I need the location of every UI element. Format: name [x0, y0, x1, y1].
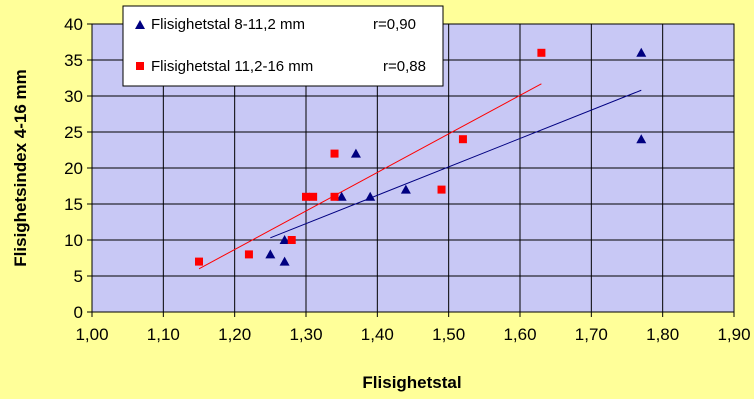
y-axis-ticks: 0 5 10 15 20 25 30 35 40 [64, 15, 92, 322]
legend-marker-series-1 [135, 20, 145, 29]
point-series-2 [458, 135, 467, 144]
y-tick-label: 30 [64, 87, 83, 106]
point-series-1 [279, 256, 290, 266]
x-tick-label: 1,70 [575, 325, 608, 344]
point-series-1 [365, 191, 376, 201]
x-tick-label: 1,00 [75, 325, 108, 344]
point-series-1 [400, 184, 411, 194]
y-tick-label: 0 [74, 303, 83, 322]
point-series-2 [195, 257, 203, 266]
legend-label-series-2: Flisighetstal 11,2-16 mm [151, 58, 313, 75]
x-tick-label: 1,90 [717, 325, 750, 344]
legend-marker-series-2 [136, 62, 144, 70]
trendlines [198, 83, 642, 270]
point-series-1 [279, 235, 290, 244]
x-tick-label: 1,40 [361, 325, 394, 344]
x-tick-label: 1,20 [218, 325, 251, 344]
point-series-2 [437, 185, 446, 194]
point-series-2 [309, 192, 318, 201]
point-series-1 [265, 249, 276, 259]
x-tick-label: 1,30 [289, 325, 322, 344]
x-tick-label: 1,80 [646, 325, 679, 344]
y-tick-label: 20 [64, 159, 83, 178]
point-series-2 [537, 48, 546, 57]
x-axis-ticks: 1,00 1,10 1,20 1,30 1,40 1,50 1,60 1,70 1,80 1,90 [75, 312, 751, 344]
point-series-1 [350, 148, 361, 158]
y-tick-label: 5 [74, 267, 83, 286]
x-tick-label: 1,10 [147, 325, 180, 344]
point-series-1 [336, 191, 347, 201]
point-series-2 [330, 149, 339, 158]
y-tick-label: 40 [64, 15, 83, 34]
point-series-1 [636, 47, 647, 57]
trendline-series-2 [198, 83, 542, 270]
y-tick-label: 15 [64, 195, 83, 214]
y-tick-label: 10 [64, 231, 83, 250]
point-series-2 [330, 192, 339, 201]
point-series-2 [302, 192, 310, 201]
x-tick-label: 1,50 [432, 325, 465, 344]
y-tick-label: 25 [64, 123, 83, 142]
point-series-2 [287, 236, 296, 244]
trendline-series-1 [270, 89, 642, 239]
legend-r-series-2: r=0,88 [383, 58, 426, 75]
y-tick-label: 35 [64, 51, 83, 70]
data-points [195, 47, 647, 266]
legend-r-series-1: r=0,90 [373, 16, 416, 33]
point-series-1 [636, 134, 647, 144]
x-axis-title: Flisighetstal [362, 373, 461, 392]
y-axis-title: Flisighetsindex 4-16 mm [11, 69, 30, 266]
x-tick-label: 1,60 [503, 325, 536, 344]
point-series-2 [244, 250, 253, 259]
legend-box [122, 5, 444, 87]
legend: Flisighetstal 8-11,2 mm r=0,90 Flisighet… [122, 5, 444, 87]
legend-label-series-1: Flisighetstal 8-11,2 mm [151, 16, 305, 33]
